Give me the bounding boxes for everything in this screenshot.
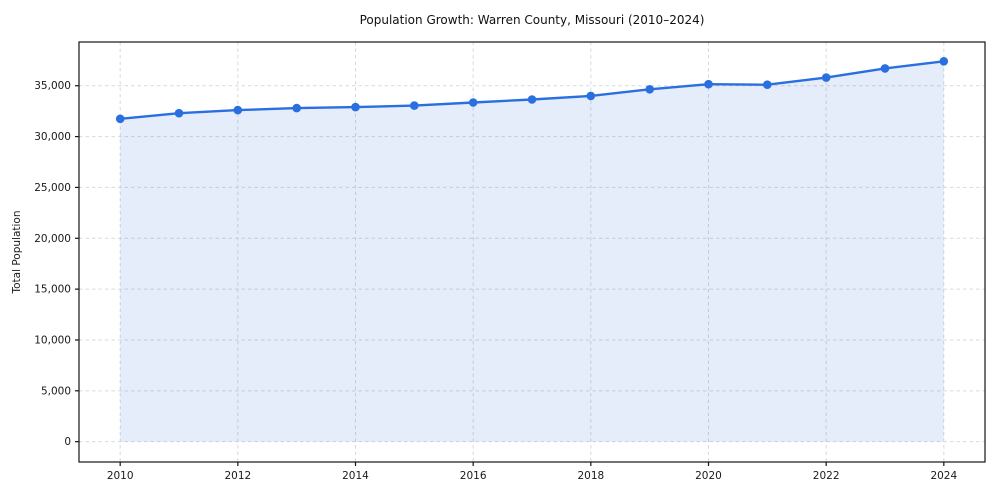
x-tick-label: 2018 bbox=[577, 470, 604, 482]
data-point-marker bbox=[233, 105, 243, 115]
y-tick-label: 25,000 bbox=[34, 182, 71, 194]
x-tick-label: 2012 bbox=[224, 470, 251, 482]
data-point-marker bbox=[468, 98, 478, 107]
x-tick-label: 2020 bbox=[695, 470, 722, 482]
y-tick-label: 35,000 bbox=[34, 80, 71, 92]
plot-frame bbox=[78, 41, 986, 463]
x-tick-label: 2016 bbox=[460, 470, 487, 482]
data-point-marker bbox=[586, 91, 596, 101]
data-point-marker bbox=[821, 73, 831, 82]
data-point-marker bbox=[292, 103, 302, 113]
data-point-marker bbox=[763, 80, 772, 89]
data-point-marker bbox=[351, 102, 360, 112]
chart-title: Population Growth: Warren County, Missou… bbox=[359, 13, 705, 27]
data-point-marker bbox=[174, 108, 184, 118]
y-tick-label: 20,000 bbox=[34, 233, 71, 245]
area-fill bbox=[120, 61, 944, 442]
data-point-marker bbox=[939, 57, 949, 66]
y-tick-label: 30,000 bbox=[34, 131, 71, 143]
data-point-marker bbox=[880, 64, 890, 73]
x-tick-label: 2024 bbox=[930, 470, 957, 482]
data-point-marker bbox=[704, 79, 713, 89]
y-tick-label: 0 bbox=[64, 436, 71, 448]
x-tick-label: 2010 bbox=[107, 470, 134, 482]
y-tick-label: 15,000 bbox=[34, 284, 71, 296]
data-point-marker bbox=[527, 95, 537, 104]
x-tick-label: 2014 bbox=[342, 470, 369, 482]
data-point-marker bbox=[410, 101, 419, 110]
data-point-marker bbox=[645, 85, 654, 94]
y-tick-label: 10,000 bbox=[34, 334, 71, 346]
data-point-marker bbox=[115, 114, 125, 124]
x-tick-label: 2022 bbox=[813, 470, 840, 482]
y-tick-label: 5,000 bbox=[41, 385, 71, 397]
